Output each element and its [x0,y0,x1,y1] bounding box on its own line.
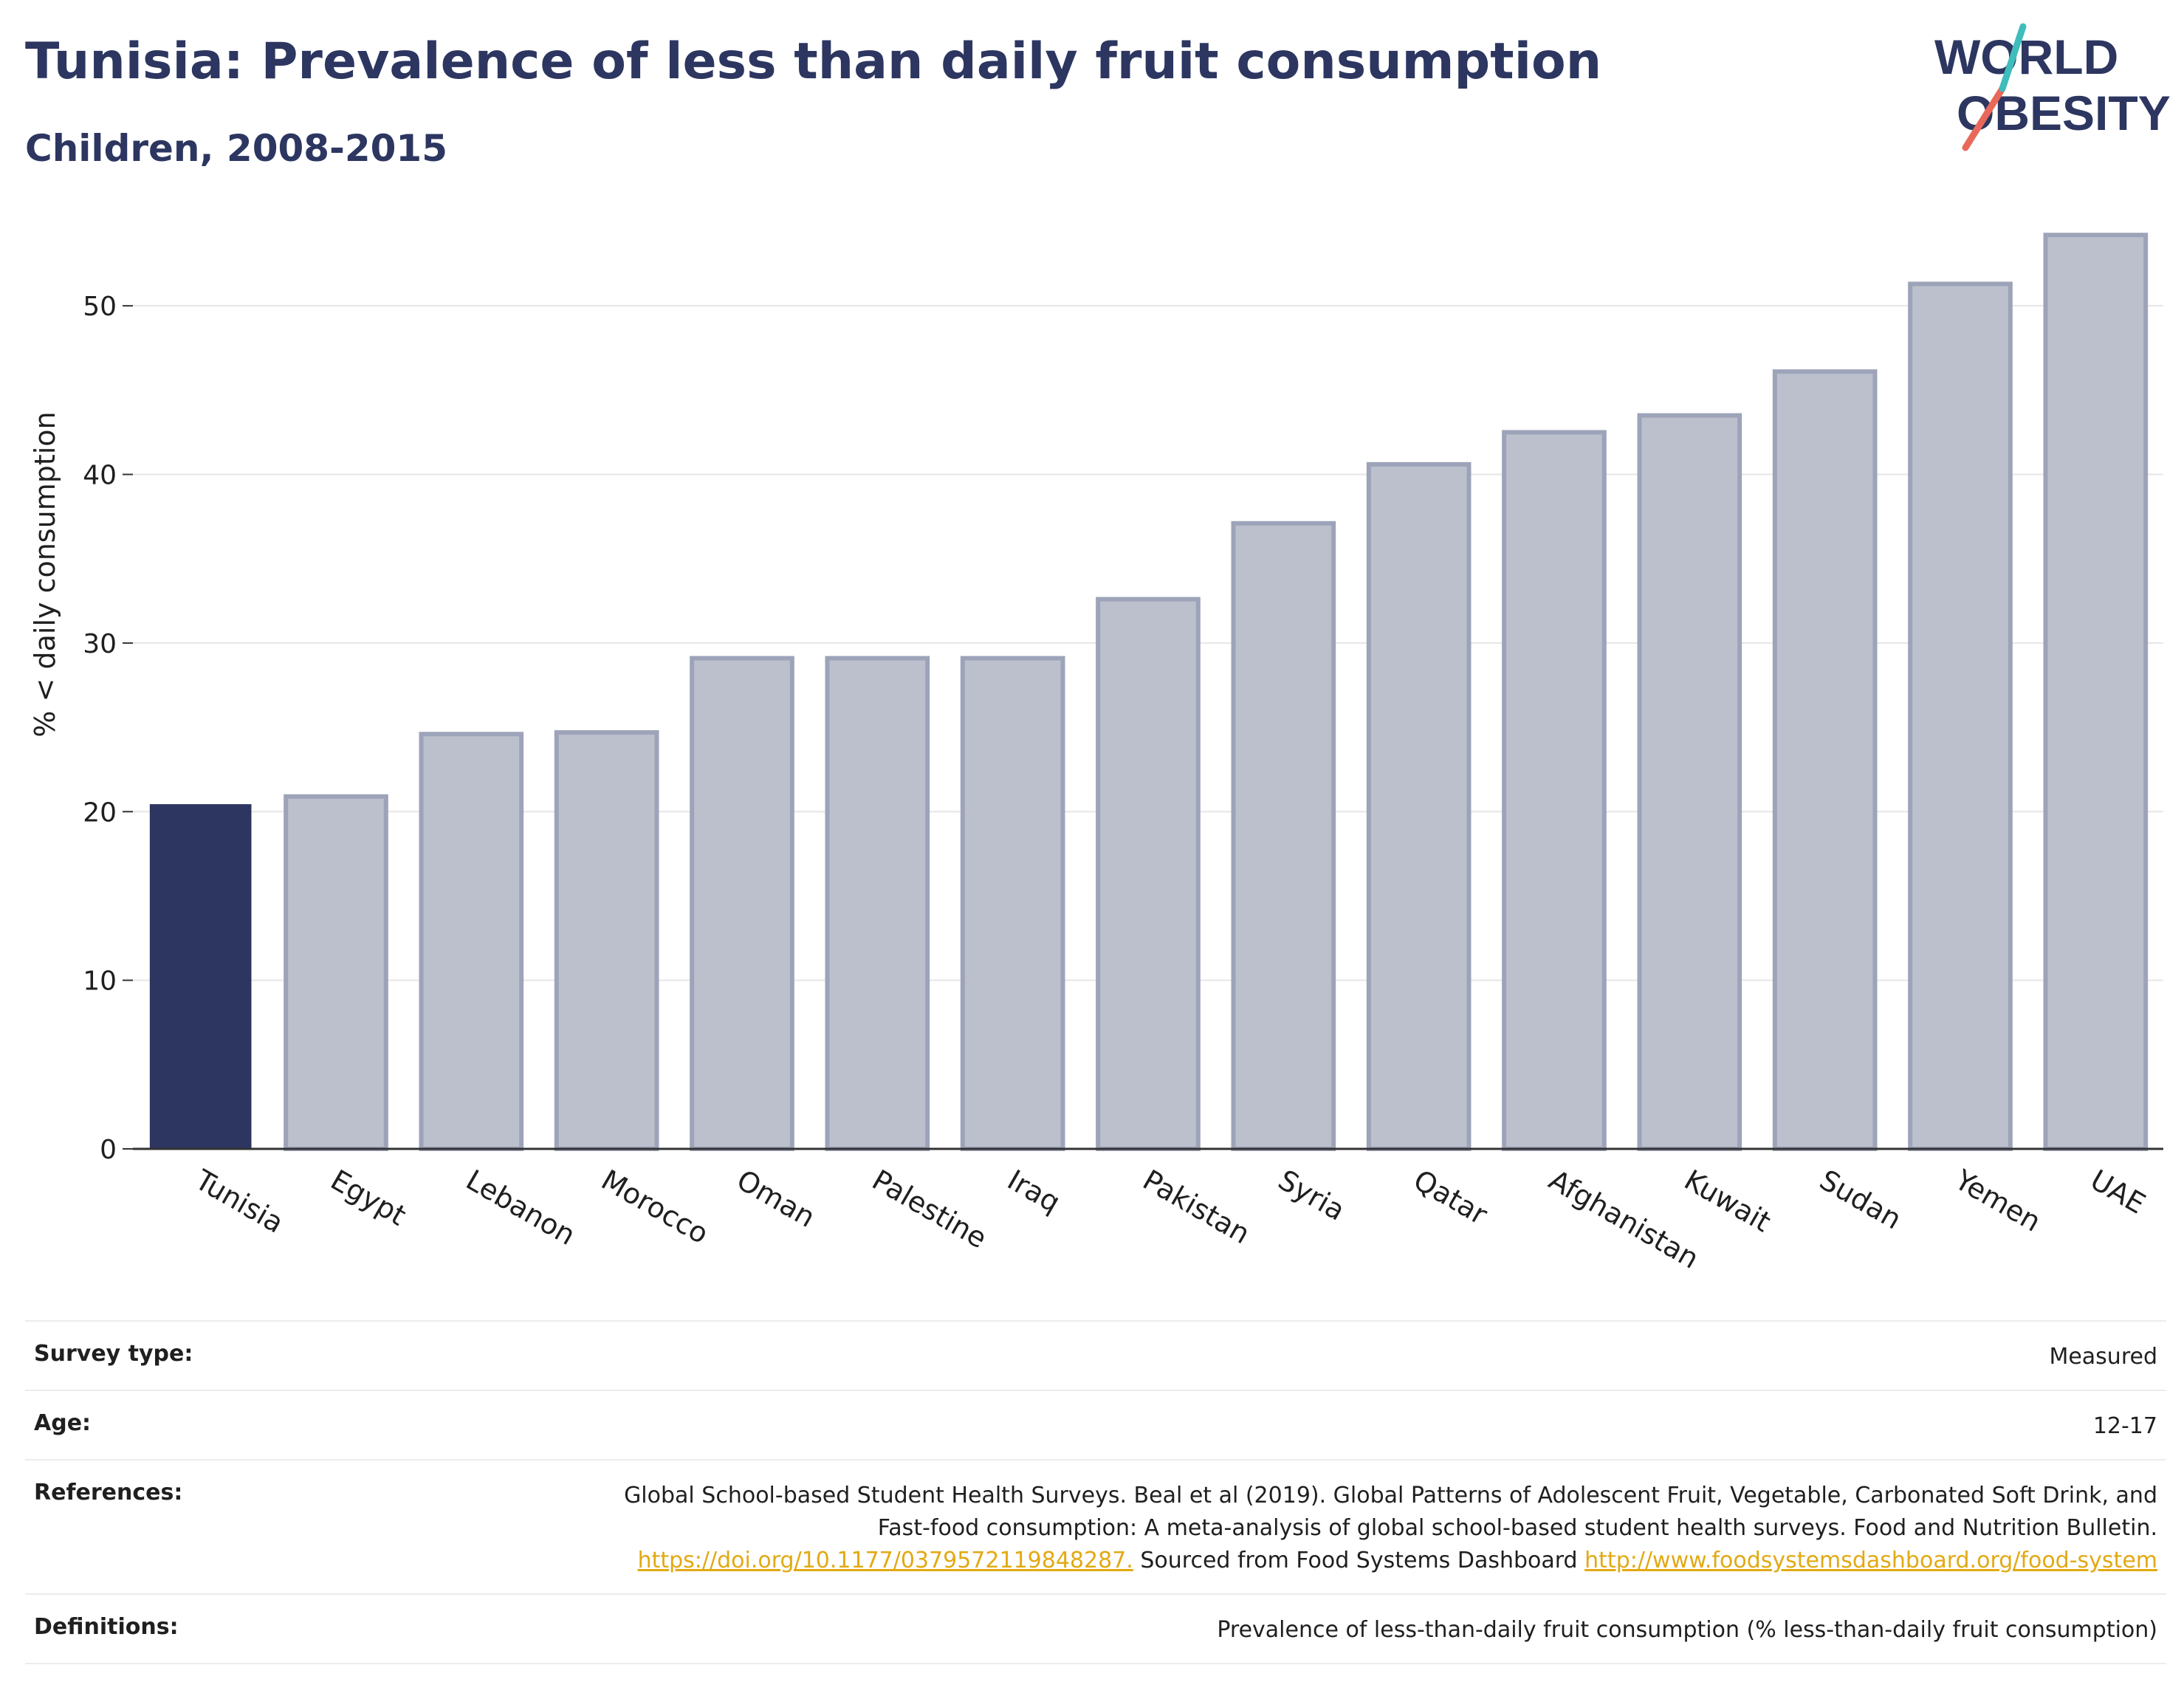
bar-palestine [825,656,930,1151]
chart-title: Tunisia: Prevalence of less than daily f… [25,32,1602,91]
y-tick-label: 40 [83,461,117,491]
world-obesity-logo: WORLD OBESITY [1934,23,2171,151]
logo-line2: OBESITY [1957,86,2171,140]
x-tick-label: Morocco [596,1164,714,1251]
x-tick-label: Tunisia [189,1163,289,1240]
y-tick-label: 10 [83,967,117,997]
bar-pakistan [1096,597,1201,1151]
definitions-row: Definitions: Prevalence of less-than-dai… [25,1593,2166,1664]
survey-type-label: Survey type: [34,1341,193,1367]
y-tick-label: 30 [83,629,117,659]
definitions-label: Definitions: [34,1614,179,1640]
references-row: References: Global School-based Student … [25,1459,2166,1593]
bar-qatar [1366,461,1472,1151]
references-text-2: Sourced from Food Systems Dashboard [1140,1548,1578,1573]
y-tick-label: 0 [100,1135,117,1165]
x-tick-label: Pakistan [1138,1164,1256,1251]
bar-uae [2043,233,2149,1152]
x-tick-label: Lebanon [461,1164,581,1252]
bar-egypt [284,794,388,1151]
bar-sudan [1772,369,1878,1151]
x-tick-label: Palestine [867,1164,992,1255]
bar-tunisia [149,804,252,1150]
x-tick-label: Sudan [1814,1164,1907,1236]
bars [149,233,2149,1152]
x-tick-label: UAE [2085,1164,2151,1220]
dashboard-link[interactable]: http://www.foodsystemsdashboard.org/food… [1584,1548,2157,1573]
x-tick-label: Iraq [1002,1164,1065,1219]
bar-iraq [960,656,1065,1151]
bar-oman [690,656,794,1151]
age-value: 12-17 [2092,1413,2157,1439]
doi-link[interactable]: https://doi.org/10.1177/0379572119848287… [637,1548,1133,1573]
bar-afghanistan [1502,430,1607,1152]
y-tick-label: 50 [83,292,117,322]
survey-type-value: Measured [2049,1344,2157,1370]
y-tick-label: 20 [83,797,117,828]
references-text-1: Global School-based Student Health Surve… [624,1483,2157,1541]
bar-lebanon [419,732,524,1151]
metadata-table: Survey type: Measured Age: 12-17 Referen… [25,1320,2166,1664]
logo-line1: WORLD [1934,30,2118,84]
bar-syria [1231,521,1336,1151]
definitions-value: Prevalence of less-than-daily fruit cons… [1217,1617,2157,1643]
references-value: Global School-based Student Health Surve… [570,1480,2157,1577]
survey-type-row: Survey type: Measured [25,1320,2166,1390]
x-tick-label: Qatar [1408,1164,1493,1232]
bar-morocco [554,729,659,1151]
references-label: References: [34,1480,183,1506]
x-tick-label: Kuwait [1679,1164,1776,1239]
bar-yemen [1908,281,2013,1152]
y-axis-label: % < daily consumption [29,411,61,737]
x-tick-label: Oman [732,1164,821,1234]
age-row: Age: 12-17 [25,1390,2166,1459]
chart-subtitle: Children, 2008-2015 [25,127,447,170]
bar-kuwait [1637,413,1742,1152]
age-label: Age: [34,1410,92,1436]
x-tick-label: Afghanistan [1544,1164,1705,1275]
x-tick-label: Yemen [1949,1163,2047,1238]
x-tick-label: Syria [1273,1164,1350,1227]
bar-chart: 0 10 20 30 40 50 Tunisia Egypt Lebanon Morocco Oma… [29,233,2163,1275]
x-tick-label: Egypt [326,1164,412,1232]
